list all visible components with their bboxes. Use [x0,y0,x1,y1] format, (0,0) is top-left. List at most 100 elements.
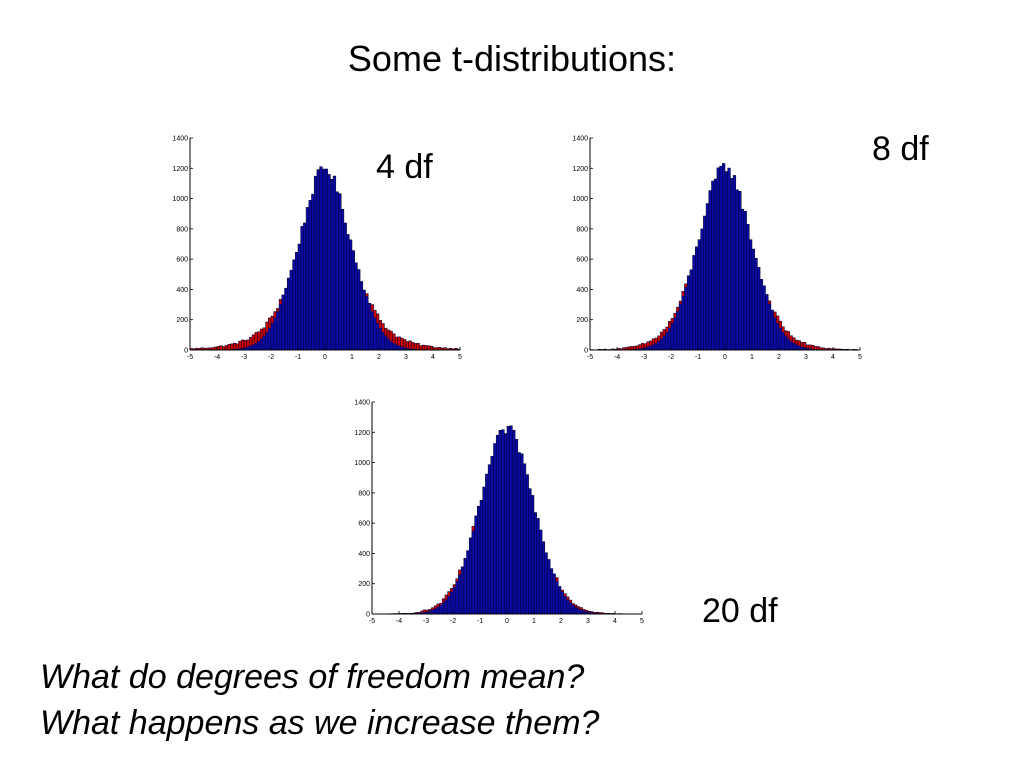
histogram-bar [354,262,358,351]
histogram-bar [724,171,728,351]
x-tick-label: -5 [369,618,375,625]
histogram-bar [305,207,310,351]
histogram-bar [495,434,500,615]
histogram-bar [684,287,688,351]
histogram-bar [292,259,296,351]
histogram-bar [376,323,380,351]
x-tick-label: -4 [396,618,402,625]
histogram-bar [395,344,399,351]
histogram-bar [577,608,581,615]
histogram-bar [552,573,556,615]
x-tick-label: 2 [377,354,381,361]
histogram-bar-tail [227,344,231,351]
histogram-bar [471,530,475,615]
histogram-bar [257,340,261,351]
histogram-bar [308,200,312,351]
y-tick-label: 400 [358,551,370,558]
histogram-bar [563,595,567,615]
slide-title: Some t-distributions: [347,38,677,79]
histogram-bar [730,178,734,351]
y-tick-label: 200 [358,581,370,588]
x-tick-label: 5 [640,618,644,625]
histogram-bar [365,296,369,351]
histogram-bar [525,474,529,615]
x-tick-label: 3 [404,354,408,361]
histogram-bar [490,455,494,615]
histogram-bar [262,335,266,351]
y-tick-label: 1200 [572,166,588,173]
x-tick-label: -2 [268,354,274,361]
histogram-bar [346,234,350,351]
histogram-bars [589,163,861,351]
histogram-bar [485,473,489,615]
x-tick-label: -5 [587,354,593,361]
df-label-8: 8 df [872,130,929,168]
histogram-bar [367,302,372,351]
y-tick-label: 1000 [172,196,188,203]
histogram-bars [189,166,461,351]
histogram-bar [343,222,347,351]
df-label-4: 4 df [376,148,433,186]
histogram-bar [700,228,704,351]
histogram-bar [746,223,750,351]
histogram-bar [749,239,753,351]
histogram-bar [455,581,459,615]
y-tick-label: 1200 [172,166,188,173]
histogram-bar [654,342,658,351]
histogram-bar [762,285,766,351]
y-tick-label: 800 [576,226,588,233]
histogram-bar [512,430,516,615]
y-tick-label: 1400 [572,136,588,143]
histogram-bar [665,332,669,351]
histogram-bar [284,287,288,351]
y-tick-label: 600 [576,257,588,264]
histogram-bar [384,335,388,351]
histogram-bar [479,499,483,615]
histogram-bar [711,180,715,351]
x-tick-label: 3 [804,354,808,361]
histogram-bar [436,606,440,615]
histogram-bar [692,255,696,351]
histogram-bar-tail [424,345,428,351]
histogram-bar [797,345,801,351]
histogram-bar [560,591,564,615]
histogram-bar-tail [224,345,229,351]
histogram-bar [249,345,253,351]
histogram-bar [286,277,291,351]
histogram-bar [311,193,315,351]
x-tick-label: 2 [559,618,563,625]
histogram-bar [439,604,443,615]
histogram-bar [504,433,508,615]
histogram-bar [547,559,551,615]
histogram-bar [468,537,473,615]
histogram-bar [297,243,301,351]
x-tick-label: 1 [532,618,536,625]
histogram-bar [389,340,393,351]
histogram-bar [349,239,353,351]
histogram-bar [517,452,521,615]
histogram-8df: 0 200 400 600 800 1000 1200 1400 -5 -4 -3 -2 -1 0 1 2 3 4… [572,136,862,362]
y-tick-label: 1400 [172,136,188,143]
df-label-20: 20 df [702,592,778,630]
x-tick-label: 2 [777,354,781,361]
histogram-bar [278,304,282,351]
y-tick-label: 1200 [354,430,370,437]
histogram-bar [649,345,653,351]
histogram-bar [433,608,437,615]
histogram-bar [673,317,677,351]
histogram-bar [732,175,737,351]
histogram-bar [487,464,492,615]
histogram-bar [431,609,435,615]
histogram-bars [371,425,643,615]
histogram-bar [332,175,337,351]
histogram-bar-tail [430,346,434,351]
histogram-bar [493,443,497,615]
histogram-bar-tail [222,346,226,351]
histogram-bar [322,168,326,351]
histogram-bar [373,317,377,351]
x-tick-label: 0 [723,354,727,361]
x-tick-label: -1 [477,618,483,625]
histogram-bar [340,208,345,351]
histogram-bar [466,550,470,615]
histogram-bar [335,191,339,351]
